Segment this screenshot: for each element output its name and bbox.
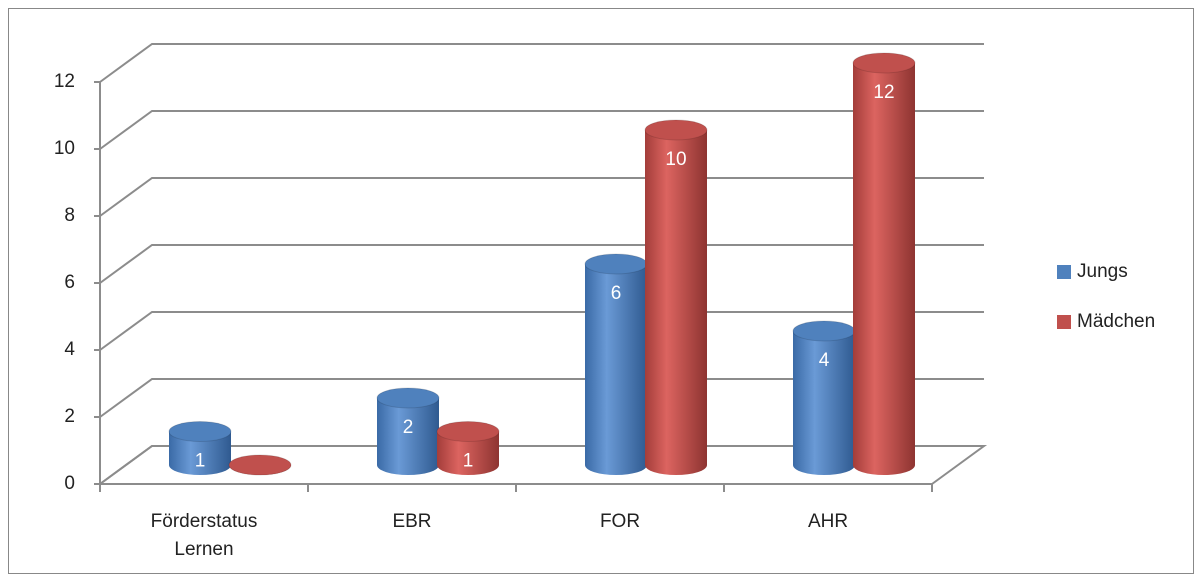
bar xyxy=(168,421,232,475)
grid-line xyxy=(99,43,984,83)
data-label: 10 xyxy=(665,149,686,170)
bar-body xyxy=(645,130,707,475)
y-tick-label: 6 xyxy=(64,272,75,293)
bar-body xyxy=(853,63,915,475)
y-tick-label: 8 xyxy=(64,205,75,226)
legend-label: Mädchen xyxy=(1077,311,1155,332)
x-tick-label: AHR xyxy=(808,511,848,532)
bar-top xyxy=(792,320,856,342)
legend-label: Jungs xyxy=(1077,261,1128,282)
legend-swatch xyxy=(1057,265,1071,279)
legend-swatch xyxy=(1057,315,1071,329)
bar xyxy=(644,119,708,475)
grid-line xyxy=(99,110,984,150)
y-tick-label: 12 xyxy=(54,71,75,92)
bar-body xyxy=(437,431,499,475)
y-tick-label: 10 xyxy=(54,138,75,159)
data-label: 12 xyxy=(873,82,894,103)
bar-body xyxy=(377,398,439,475)
bar-body xyxy=(169,431,231,475)
data-label: 6 xyxy=(611,283,622,304)
bar xyxy=(852,52,916,475)
data-label: 4 xyxy=(819,350,830,371)
bar xyxy=(376,387,440,475)
y-tick-label: 0 xyxy=(64,473,75,494)
bar xyxy=(436,421,500,475)
x-tick-label: EBR xyxy=(392,511,431,532)
bar-body xyxy=(585,264,647,475)
bar-top xyxy=(228,454,292,476)
bar xyxy=(792,320,856,475)
bar-top xyxy=(436,421,500,442)
data-label: 2 xyxy=(403,417,414,438)
y-tick-label: 2 xyxy=(64,406,75,427)
bar-body xyxy=(793,331,855,475)
bar xyxy=(584,253,648,475)
bar-top xyxy=(168,421,232,442)
bar-top xyxy=(584,253,648,275)
data-label: 1 xyxy=(195,451,206,472)
bar-top xyxy=(852,52,916,74)
x-tick-label: FOR xyxy=(600,511,640,532)
bar-top xyxy=(376,387,440,409)
y-tick-label: 4 xyxy=(64,339,75,360)
bar xyxy=(228,454,292,476)
x-tick-label: Förderstatus Lernen xyxy=(151,511,258,560)
data-label: 1 xyxy=(463,451,474,472)
bar-top xyxy=(644,119,708,141)
